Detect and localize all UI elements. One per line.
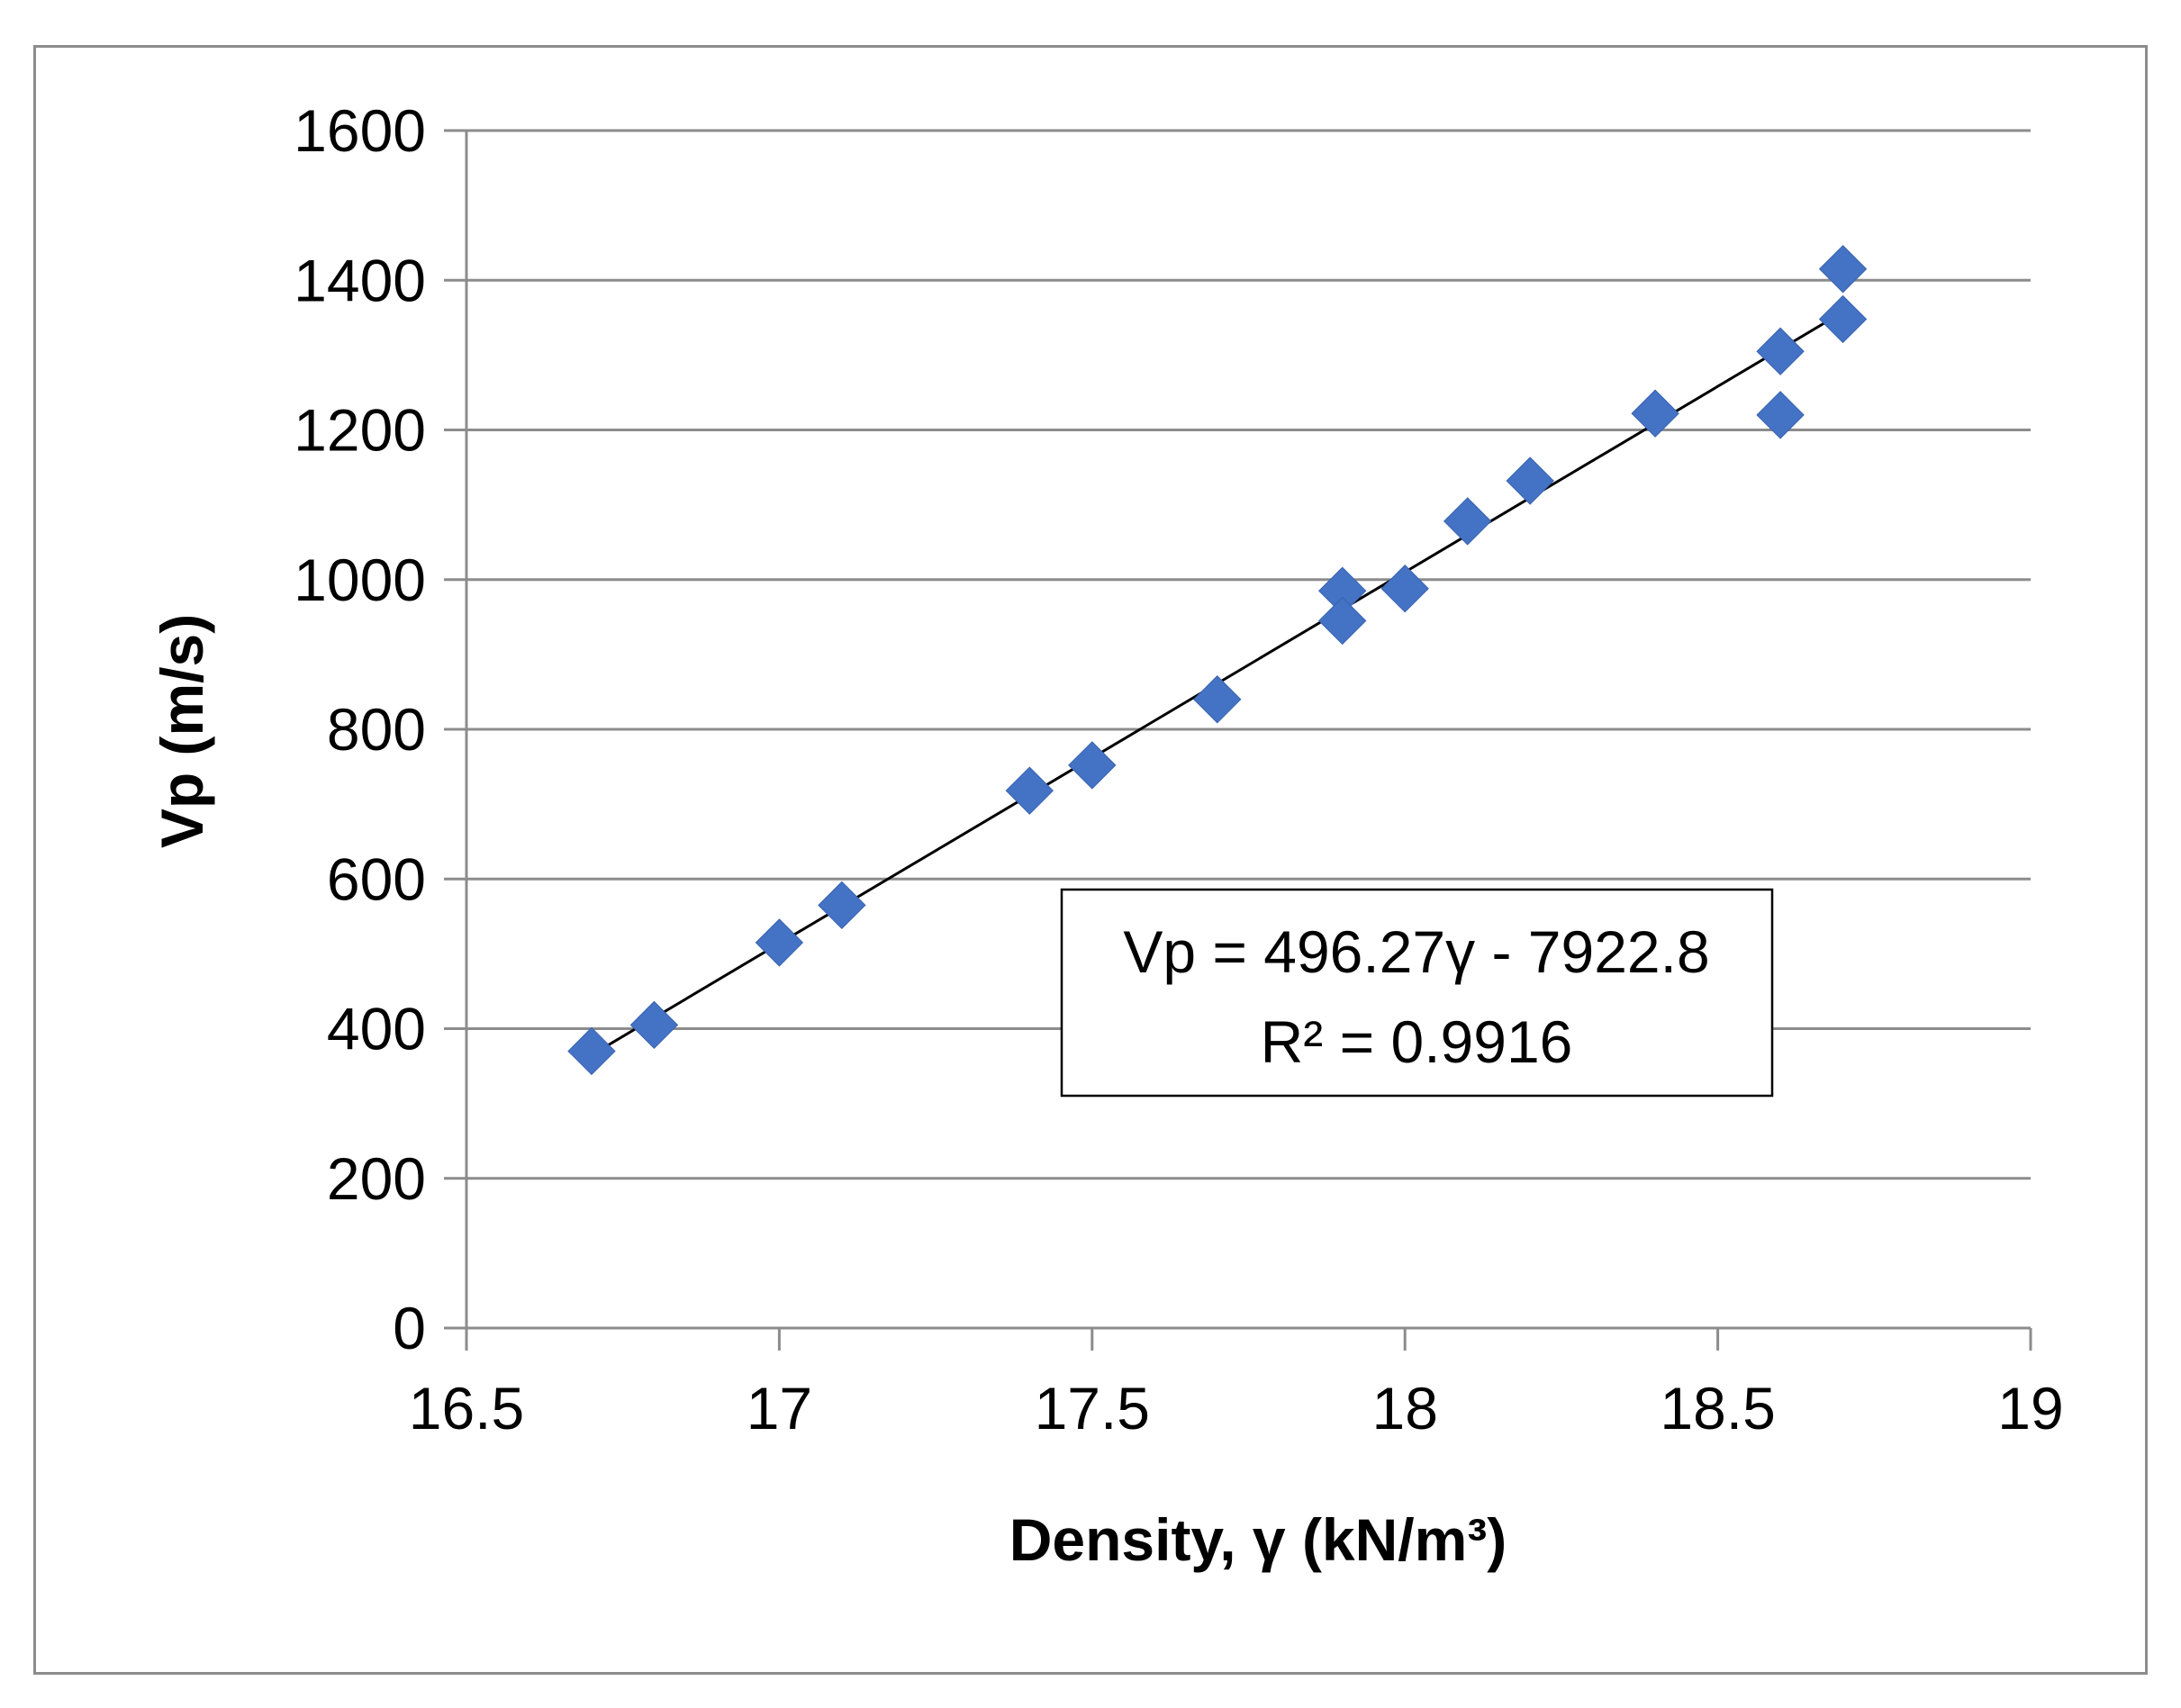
trendline-equation: Vp = 496.27γ - 7922.8 [1123, 918, 1709, 985]
axes [444, 129, 2032, 1351]
data-point [755, 918, 804, 967]
y-tick-label: 200 [327, 1145, 426, 1212]
equation-box: Vp = 496.27γ - 7922.8 R² = 0.9916 [1060, 888, 1774, 1098]
y-tick-label: 400 [327, 996, 426, 1062]
x-axis-title: Density, γ (kN/m³) [1009, 1506, 1507, 1573]
y-tick-label: 1000 [294, 547, 426, 613]
data-point [1506, 456, 1554, 505]
x-tick-label: 18 [1371, 1375, 1437, 1441]
data-point [1380, 565, 1429, 613]
x-tick-label: 19 [1997, 1375, 2063, 1441]
data-point [1818, 294, 1868, 344]
x-tick-label: 17 [747, 1375, 812, 1441]
data-point [1631, 389, 1679, 438]
r-squared-label: R² = 0.9916 [1261, 1008, 1573, 1075]
data-point [1068, 741, 1117, 790]
x-tick-label: 18.5 [1660, 1375, 1775, 1441]
chart-frame [33, 45, 2148, 1675]
y-tick-label: 1600 [294, 97, 426, 164]
data-point [1756, 327, 1805, 375]
y-tick-label: 1400 [294, 247, 426, 313]
data-point [1443, 497, 1492, 546]
data-point [1756, 391, 1805, 439]
x-tick-label: 17.5 [1035, 1375, 1150, 1441]
y-tick-labels: 0 200 400 600 800 1000 1200 1400 1600 [294, 97, 426, 1361]
data-point [1005, 766, 1054, 815]
y-tick-label: 600 [327, 845, 426, 912]
y-tick-label: 0 [393, 1295, 426, 1361]
data-point [818, 881, 866, 930]
data-point [1193, 675, 1242, 724]
data-point [629, 1000, 679, 1050]
data-point [1318, 596, 1367, 646]
data-points [567, 245, 1868, 1076]
y-axis-title: Vp (m/s) [149, 614, 215, 848]
data-point [567, 1026, 616, 1076]
data-point [1818, 245, 1868, 294]
y-tick-label: 1200 [294, 397, 426, 464]
x-tick-labels: 16.5 17 17.5 18 18.5 19 [409, 1375, 2064, 1441]
x-tick-label: 16.5 [409, 1375, 524, 1441]
y-tick-label: 800 [327, 696, 426, 763]
